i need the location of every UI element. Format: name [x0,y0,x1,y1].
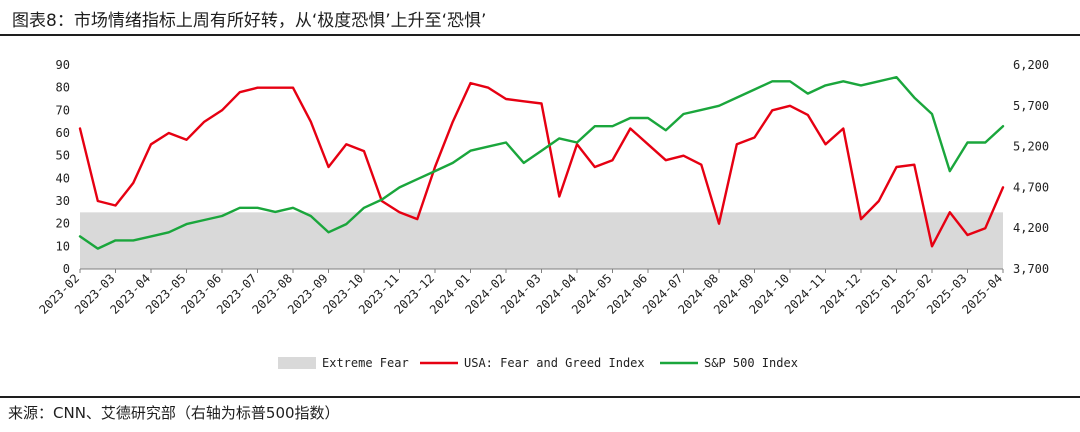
chart-title: 图表8：市场情绪指标上周有所好转，从‘极度恐惧’上升至‘恐惧’ [12,11,487,31]
legend-label: USA: Fear and Greed Index [464,356,645,370]
y-right-tick-label: 6,200 [1013,58,1049,72]
y-left-tick-label: 50 [56,149,70,163]
sp500-line [78,76,1005,250]
y-right-tick-label: 3,700 [1013,262,1049,276]
legend-label: Extreme Fear [322,356,409,370]
y-left-tick-label: 60 [56,126,70,140]
extreme-fear-band [80,212,1003,269]
y-right-tick-label: 5,700 [1013,99,1049,113]
y-left-tick-label: 30 [56,194,70,208]
y-left-tick-label: 0 [63,262,70,276]
bottom-divider [0,396,1080,398]
legend-label: S&P 500 Index [704,356,798,370]
y-left-tick-label: 40 [56,171,70,185]
series-layer [78,76,1005,250]
y-left-tick-label: 90 [56,58,70,72]
chart-canvas: 2023-022023-032023-042023-052023-062023-… [36,58,1049,370]
legend-swatch-extreme-fear [278,357,316,369]
y-right-tick-label: 4,700 [1013,180,1049,194]
y-left-tick-label: 10 [56,239,70,253]
extreme-fear-band-layer [80,212,1003,269]
top-divider [0,34,1080,36]
legend: Extreme Fear USA: Fear and Greed Index S&P… [278,356,798,370]
y-right-tick-label: 4,200 [1013,221,1049,235]
y-left-tick-label: 80 [56,81,70,95]
y-left-tick-label: 20 [56,217,70,231]
fear-greed-line [78,81,1005,248]
axes-layer: 2023-022023-032023-042023-052023-062023-… [36,58,1049,317]
source-note: 来源：CNN、艾德研究部（右轴为标普500指数） [8,404,340,422]
y-right-tick-label: 5,200 [1013,140,1049,154]
y-left-tick-label: 70 [56,103,70,117]
